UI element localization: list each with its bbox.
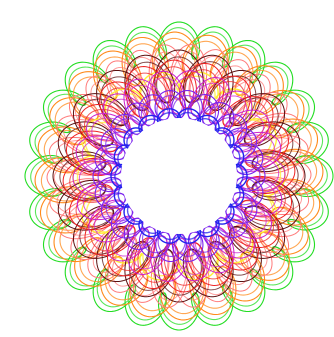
outer-green-loops-curve-inner	[30, 27, 328, 325]
orange-loops-curve	[34, 31, 324, 321]
pink-loops-curve-inner	[53, 51, 305, 301]
orange-loops-curve-inner	[40, 37, 318, 315]
yellow-petals-curve-inner	[76, 75, 282, 277]
center-hole	[121, 118, 237, 234]
pink-loops-curve	[46, 44, 312, 308]
outer-green-loops-curve	[24, 21, 334, 331]
blue-inner-hooks-curve	[110, 108, 248, 244]
rosette-rings	[24, 21, 334, 331]
brown-spirals-curve	[52, 49, 306, 303]
blue-inner-hooks-curve-inner	[114, 111, 244, 241]
